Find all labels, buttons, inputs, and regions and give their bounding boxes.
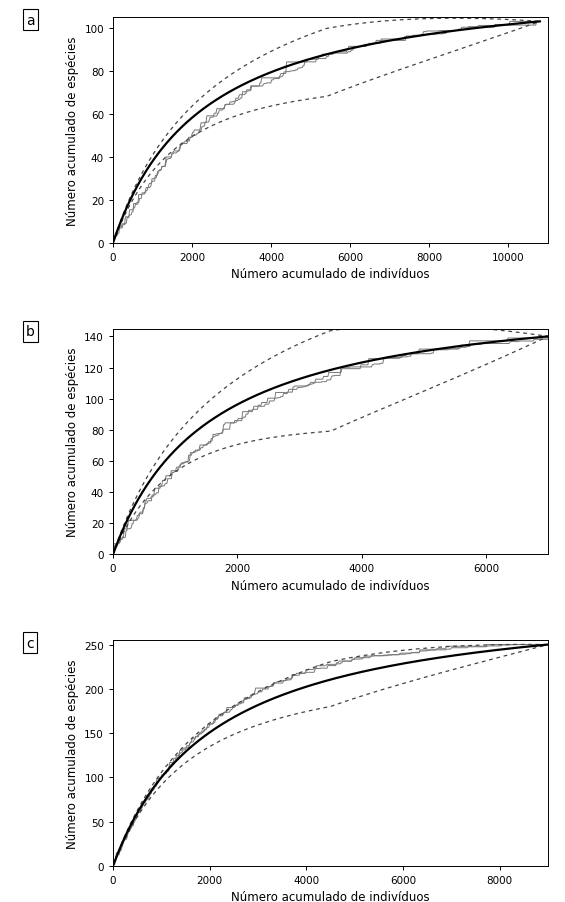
Y-axis label: Número acumulado de espécies: Número acumulado de espécies [66,347,79,537]
X-axis label: Número acumulado de indivíduos: Número acumulado de indivíduos [231,890,430,902]
Y-axis label: Número acumulado de espécies: Número acumulado de espécies [66,36,79,226]
Text: b: b [26,325,35,339]
X-axis label: Número acumulado de indivíduos: Número acumulado de indivíduos [231,268,430,281]
X-axis label: Número acumulado de indivíduos: Número acumulado de indivíduos [231,579,430,593]
Y-axis label: Número acumulado de espécies: Número acumulado de espécies [66,658,79,848]
Text: c: c [26,636,33,650]
Text: a: a [26,14,34,28]
